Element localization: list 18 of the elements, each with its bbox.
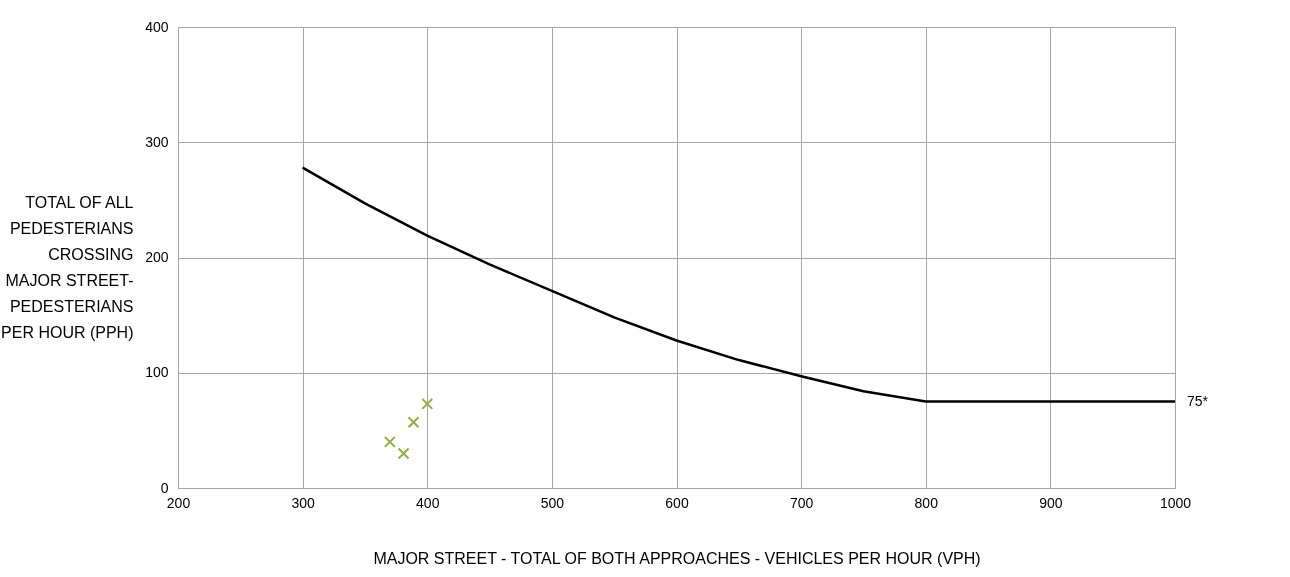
line-series (301, 166, 1177, 403)
y-tick-label: 400 (145, 18, 169, 35)
x-tick-label: 1000 (1159, 494, 1192, 511)
y-tick-label: 200 (145, 249, 169, 265)
annotation: 75* (1187, 392, 1209, 409)
x-tick-label: 800 (914, 494, 939, 511)
x-tick-label: 900 (1039, 494, 1063, 511)
x-tick-label: 500 (540, 494, 565, 511)
x-tick-label: 700 (789, 494, 814, 511)
y-tick-label: 300 (145, 133, 169, 150)
y-tick-label: 0 (160, 479, 169, 496)
x-tick-label: 300 (291, 494, 316, 511)
y-tick-label: 100 (145, 364, 169, 381)
x-tick-label: 400 (416, 494, 440, 511)
x-axis-title: MAJOR STREET - TOTAL OF BOTH APPROACHES - VEHICLES PER HOUR (VPH) (373, 549, 981, 567)
y-axis-title: TOTAL OF ALL PEDESTERIANS CROSSING MAJOR STREET- PEDESTERIANS PER HOUR (PPH) (1, 193, 134, 341)
x-tick-label: 200 (166, 494, 191, 511)
x-tick-label: 600 (665, 494, 689, 511)
